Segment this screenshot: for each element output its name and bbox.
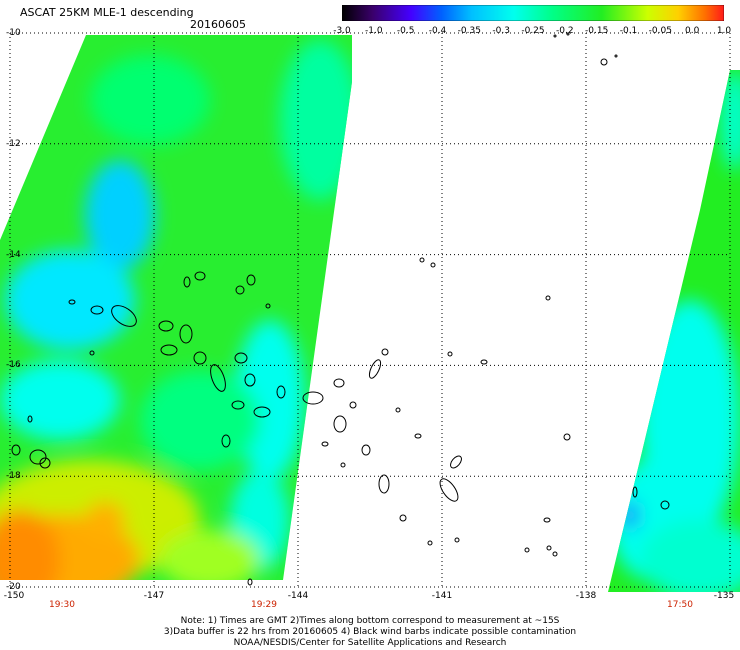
footnote-line: 3)Data buffer is 22 hrs from 20160605 4)… <box>163 627 577 637</box>
swath-time-label: 19:30 <box>49 600 75 610</box>
colorbar-tick-label: -0.1 <box>619 26 638 36</box>
colorbar-tick-label: -0.15 <box>585 26 609 36</box>
colorbar-tick-label: -0.25 <box>521 26 545 36</box>
right-swath <box>608 70 740 592</box>
latitude-label: -18 <box>6 471 21 482</box>
longitude-label: -138 <box>575 591 597 601</box>
swath-time-label: 17:50 <box>667 600 693 610</box>
colorbar-tick-label: -0.3 <box>492 26 510 36</box>
latitude-label: -12 <box>6 138 21 149</box>
latitude-label: -10 <box>6 28 21 38</box>
colorbar-tick-label: -0.35 <box>457 26 481 36</box>
longitude-label: -144 <box>287 591 309 601</box>
left-swath <box>0 35 352 580</box>
longitude-label: -135 <box>713 591 735 601</box>
colorbar-tick-label: 0.0 <box>684 26 700 36</box>
colorbar-tick-label: -0.2 <box>556 26 574 36</box>
latitude-label: -14 <box>6 249 21 260</box>
footnote-line: Note: 1) Times are GMT 2)Times along bot… <box>180 616 560 626</box>
latitude-label: -16 <box>6 360 21 371</box>
colorbar-tick-label: -0.4 <box>428 26 447 36</box>
map-title: ASCAT 25KM MLE-1 descending <box>20 6 194 19</box>
map-date: 20160605 <box>190 18 246 31</box>
colorbar-tick-label: -1.0 <box>365 26 383 36</box>
colorbar-tick-label: -3.0 <box>333 26 351 36</box>
footnote-line: NOAA/NESDIS/Center for Satellite Applica… <box>233 638 507 648</box>
longitude-label: -141 <box>431 591 453 601</box>
colorbar-tick-label: -0.5 <box>396 26 415 36</box>
colorbar-tick-label: 1.0 <box>716 26 732 36</box>
footnote: Note: 1) Times are GMT 2)Times along bot… <box>0 616 740 649</box>
colorbar-tick-label: -0.05 <box>648 26 672 36</box>
swath-time-label: 19:29 <box>251 600 277 610</box>
latitude-label: -20 <box>6 582 21 592</box>
longitude-label: -150 <box>3 591 25 601</box>
island-outlines <box>11 32 670 586</box>
lat-lon-grid <box>9 32 731 588</box>
longitude-label: -147 <box>143 591 165 601</box>
colorbar <box>342 5 724 21</box>
